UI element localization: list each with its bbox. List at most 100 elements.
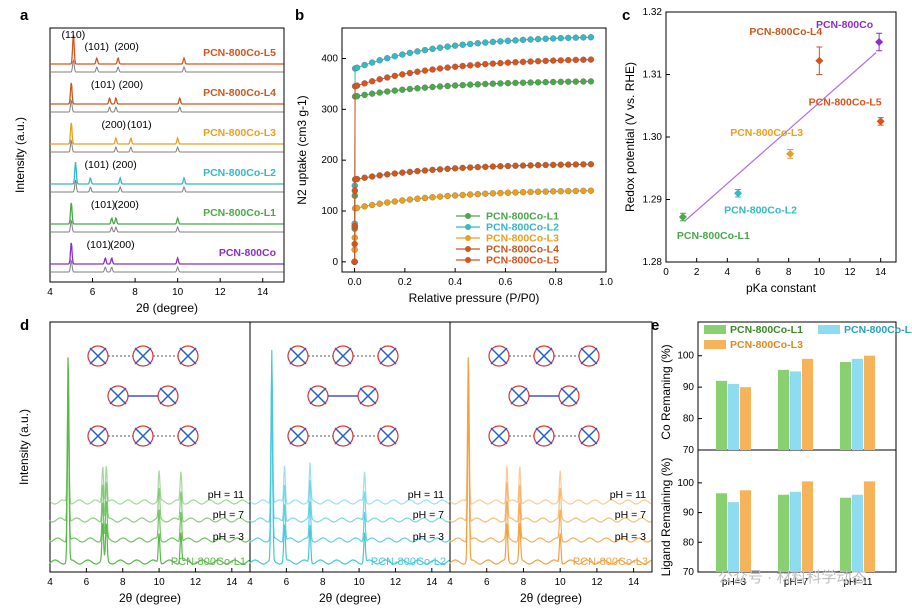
x-tick-label: 6 <box>484 577 490 588</box>
isotherm-point <box>504 162 512 170</box>
isotherm-point <box>384 88 391 95</box>
isotherm-point <box>580 161 587 168</box>
fit-line <box>684 52 877 222</box>
isotherm-point <box>353 82 361 89</box>
pattern-line <box>49 357 250 565</box>
isotherm-point <box>406 69 414 77</box>
peak-index-label: (200) <box>102 119 127 131</box>
isotherm-point <box>497 59 504 67</box>
isotherm-point <box>361 91 368 99</box>
y-tick-label: 100 <box>677 351 694 362</box>
peak-index-label: (101) <box>87 239 112 251</box>
reference-pattern <box>50 258 284 273</box>
isotherm-point <box>436 83 444 90</box>
panel-a-xrd-chart: 4 6 8 10 12 14 2θ (degree) Intensity (a.u.) PCN-… <box>13 27 285 315</box>
isotherm-point <box>369 78 376 85</box>
isotherm-point <box>587 78 595 85</box>
bar <box>728 502 739 572</box>
framework-node-edge <box>89 347 107 365</box>
y-axis-label: Intensity (a.u.) <box>13 117 27 193</box>
peak-index-label: (200) <box>112 159 137 171</box>
x-axis-label: Relative pressure (P/P0) <box>409 291 540 305</box>
isotherm-point <box>489 163 497 170</box>
x-tick-label: 8 <box>521 577 527 588</box>
isotherm-point <box>406 168 414 176</box>
co-y-axis-label: Co Remaning (%) <box>659 344 673 439</box>
x-tick-label: 6 <box>755 267 761 278</box>
y-tick-label: 1.32 <box>643 7 663 18</box>
y-tick-label: 400 <box>321 54 338 65</box>
point-label: PCN-800Co-L5 <box>809 96 882 108</box>
peak-index-label: (200) <box>110 239 135 251</box>
isotherm-point <box>474 61 481 68</box>
x-tick-label: 10 <box>154 577 166 588</box>
framework-node-edge <box>159 387 177 405</box>
isotherm-point <box>580 187 587 194</box>
pattern-line <box>449 366 652 505</box>
bar <box>790 491 801 572</box>
isotherm-point <box>444 192 451 200</box>
isotherm-point <box>489 190 497 197</box>
isotherm-point <box>527 79 534 86</box>
isotherm-point <box>384 199 391 206</box>
framework-node-edge <box>109 387 127 405</box>
isotherm-point <box>542 188 549 195</box>
y-axis-label: Intensity (a.u.) <box>17 409 31 485</box>
x-tick-label: 4 <box>47 577 53 588</box>
panel-c-redox-chart: 0 2 4 6 8 10 12 14 1.28 1.29 1.30 1.31 1.32 pKa const… <box>623 7 897 295</box>
pattern-line <box>49 385 250 523</box>
isotherm-point <box>467 191 474 198</box>
isotherm-point <box>429 166 436 174</box>
series-label: PCN-800Co-L1 <box>203 207 276 219</box>
isotherm-point <box>429 45 436 52</box>
framework-node-edge <box>179 347 197 365</box>
subpanel-name: PCN-800Co-L1 <box>171 556 246 568</box>
isotherm-point <box>391 198 398 205</box>
x-tick-label: 12 <box>190 577 202 588</box>
isotherm-point <box>361 80 368 87</box>
isotherm-point <box>467 81 474 88</box>
isotherm-point <box>451 42 459 49</box>
isotherm-point <box>572 161 579 168</box>
x-tick-label: 12 <box>844 267 856 278</box>
isotherm-point <box>459 81 466 89</box>
isotherm-point <box>550 78 557 86</box>
legend-marker <box>465 235 471 241</box>
panel-letter-b: b <box>295 7 304 24</box>
x-tick-label: 8 <box>320 577 326 588</box>
y-tick-label: 0 <box>332 257 338 268</box>
bar <box>716 380 727 450</box>
legend-label: PCN-800Co-L5 <box>486 255 559 267</box>
isotherm-point <box>391 170 398 177</box>
legend-label: PCN-800Co-L3 <box>486 233 559 245</box>
x-tick-label: 8 <box>786 267 792 278</box>
y-tick-label: 70 <box>683 445 695 456</box>
series-pattern <box>50 161 284 185</box>
ph-label: pH = 11 <box>408 489 444 501</box>
data-point <box>876 117 885 126</box>
peak-index-label: (200) <box>114 199 139 211</box>
isotherm-point <box>504 37 512 44</box>
bar <box>728 384 739 450</box>
isotherm-point <box>414 195 421 202</box>
isotherm-point <box>399 71 406 78</box>
pattern-line <box>449 385 652 523</box>
isotherm-point <box>519 189 527 196</box>
isotherm-point <box>550 57 557 64</box>
isotherm-point <box>467 62 474 69</box>
x-tick-label: 14 <box>226 577 238 588</box>
x-tick-label: 14 <box>628 577 640 588</box>
isotherm-point <box>534 58 542 65</box>
isotherm-point <box>482 60 489 68</box>
isotherm-point <box>376 89 383 96</box>
isotherm-point <box>580 78 587 85</box>
isotherm-point <box>436 65 444 72</box>
ph-label: pH = 7 <box>615 509 646 521</box>
data-point <box>734 189 743 198</box>
isotherm-point <box>542 161 549 169</box>
isotherm-point <box>550 35 557 42</box>
point-label: PCN-800Co <box>816 19 873 31</box>
isotherm-point <box>353 204 361 212</box>
isotherm-point <box>369 59 376 66</box>
data-point <box>786 149 795 158</box>
